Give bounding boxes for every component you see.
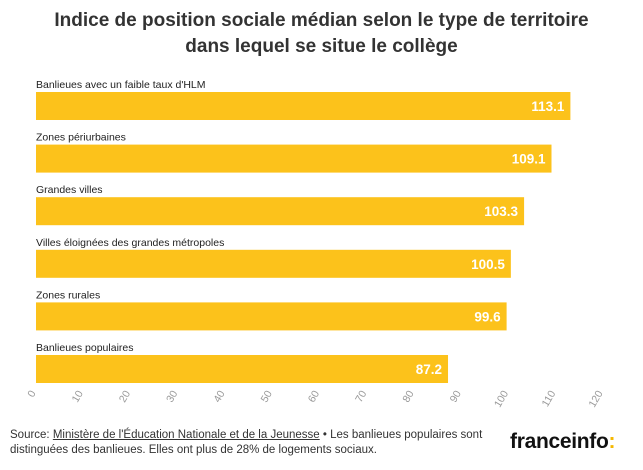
bar-chart: Banlieues avec un faible taux d'HLM 113.1… [25, 79, 605, 410]
value-label: 99.6 [474, 309, 501, 324]
value-label: 109.1 [512, 152, 546, 167]
value-label: 100.5 [471, 257, 505, 272]
category-label: Zones rurales [36, 289, 100, 301]
category-label: Banlieues avec un faible taux d'HLM [36, 79, 206, 91]
source-link[interactable]: Ministère de l'Éducation Nationale et de… [52, 429, 320, 441]
x-tick-label: 90 [448, 388, 464, 404]
x-tick-label: 30 [164, 388, 180, 404]
x-tick-label: 120 [586, 388, 605, 409]
value-label: 103.3 [484, 204, 518, 219]
category-label: Villes éloignées des grandes métropoles [36, 237, 224, 249]
x-tick-label: 100 [492, 388, 511, 409]
bar [36, 355, 449, 383]
source-note-text: • Les banlieues populaires sont distingu… [10, 429, 483, 456]
category-label: Banlieues populaires [36, 342, 133, 354]
x-tick-label: 110 [540, 388, 559, 409]
source-prefix: Source: [10, 429, 53, 441]
chart-title-line-2: dans lequel se situe le collège [185, 36, 458, 57]
category-label: Grandes villes [36, 184, 103, 196]
bar [36, 197, 525, 226]
value-label: 113.1 [531, 99, 565, 114]
value-label: 87.2 [416, 362, 442, 377]
franceinfo-logo: franceinfo: [510, 430, 616, 454]
source-note: Source: Ministère de l'Éducation Nationa… [10, 428, 510, 458]
x-tick-label: 10 [70, 388, 86, 404]
x-tick-label: 0 [25, 388, 38, 399]
x-tick-label: 20 [117, 388, 133, 404]
x-tick-label: 80 [400, 388, 416, 404]
bar [36, 92, 571, 120]
bar [36, 249, 511, 278]
brand-colon: : [608, 430, 616, 453]
bar [36, 144, 552, 173]
category-label: Zones périurbaines [36, 132, 126, 144]
x-tick-label: 60 [306, 388, 322, 404]
bar [36, 302, 507, 331]
brand-name: franceinfo [510, 430, 609, 453]
x-tick-label: 40 [211, 388, 227, 404]
x-tick-label: 70 [353, 388, 369, 404]
chart-title: Indice de position sociale médian selon … [0, 8, 643, 60]
x-tick-label: 50 [259, 388, 275, 404]
chart-title-line-1: Indice de position sociale médian selon … [54, 10, 589, 31]
